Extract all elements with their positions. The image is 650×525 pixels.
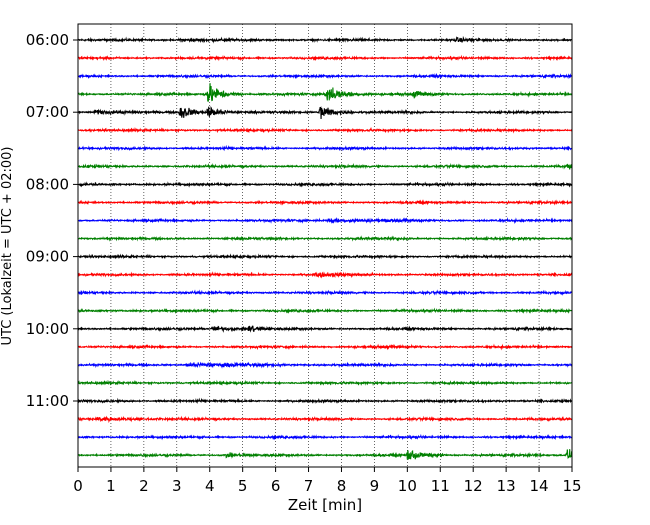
trace-row [77,72,573,80]
plot-frame [77,23,573,468]
trace-row [77,253,573,260]
trace-row [77,126,573,134]
y-tick-label: 11:00 [26,392,69,410]
trace-row [77,83,573,103]
trace-row [77,162,573,170]
x-tick-label: 13 [497,477,516,495]
trace-row [77,106,573,119]
y-tick-label: 08:00 [26,175,69,193]
x-tick-label: 8 [337,477,347,495]
y-axis-ticks: 06:00 07:00 08:00 09:00 10:00 11:00 [26,31,78,410]
trace-row [77,289,573,296]
x-tick-label: 12 [464,477,483,495]
trace-row [77,235,573,242]
x-tick-label: 6 [271,477,281,495]
trace-row [77,54,573,62]
y-axis-label: UTC (Lokalzeit = UTC + 02:00) [0,147,15,346]
x-tick-label: 14 [530,477,549,495]
trace-row [77,181,573,188]
y-tick-label: 09:00 [26,248,69,266]
trace-row [77,271,573,279]
x-tick-label: 3 [172,477,182,495]
trace-row [77,199,573,206]
trace-row [77,343,573,351]
x-tick-label: 5 [238,477,248,495]
x-tick-label: 9 [370,477,380,495]
x-axis-label: Zeit [min] [288,496,362,514]
x-axis-ticks: 0 1 2 3 4 5 6 7 8 9 10 11 12 13 14 15 [73,467,582,495]
trace-rows [77,35,573,461]
x-tick-label: 0 [73,477,83,495]
trace-row [77,307,573,315]
trace-row [77,449,573,461]
y-tick-label: 07:00 [26,103,69,121]
y-tick-label: 10:00 [26,320,69,338]
x-tick-label: 1 [106,477,116,495]
trace-row [77,35,573,44]
y-tick-label: 06:00 [26,31,69,49]
x-tick-label: 15 [562,477,581,495]
trace-row [77,397,573,405]
trace-row [77,361,573,369]
x-tick-label: 7 [304,477,314,495]
trace-row [77,216,573,225]
trace-row [77,433,573,441]
x-tick-label: 4 [205,477,215,495]
trace-row [77,415,573,424]
trace-row [77,325,573,333]
grid-lines [110,24,540,467]
x-tick-label: 11 [431,477,450,495]
trace-row [77,144,573,152]
trace-row [77,379,573,387]
x-tick-label: 10 [398,477,417,495]
x-tick-label: 2 [139,477,149,495]
